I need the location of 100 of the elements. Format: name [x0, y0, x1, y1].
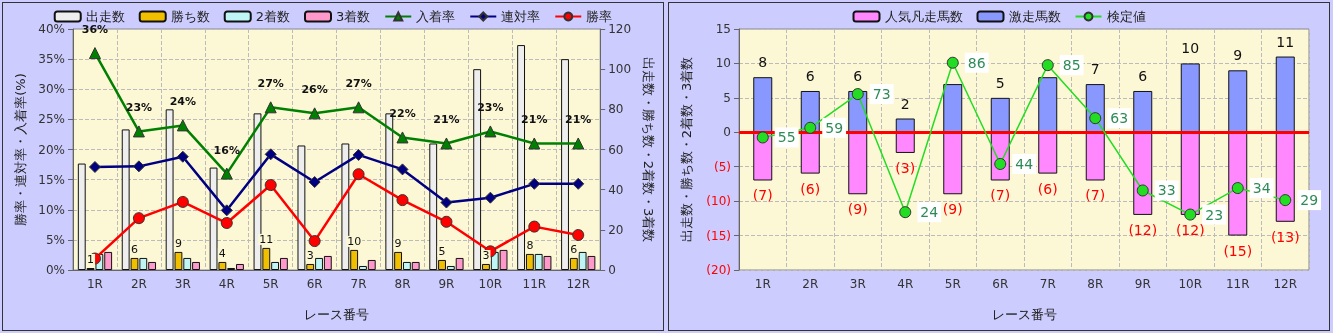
point [946, 56, 959, 69]
x-tick-label: 9R [438, 277, 455, 291]
data-label: 26% [301, 83, 328, 97]
data-label: 85 [1062, 57, 1081, 74]
point [572, 229, 585, 242]
data-label: 23% [125, 101, 153, 115]
x-tick-label: 4R [897, 277, 914, 291]
point [899, 206, 912, 219]
point [440, 196, 453, 209]
x-tick-label: 2R [130, 277, 147, 291]
point [308, 235, 321, 248]
legend-label: 出走数 [85, 9, 125, 24]
x-tick-label: 4R [218, 277, 235, 291]
legend-label: 検定値 [1106, 9, 1146, 24]
legend-label: 人気凡走馬数 [884, 9, 963, 24]
data-label: 9 [174, 236, 182, 250]
y-tick-label: 15% [38, 172, 65, 187]
data-label: 11 [1276, 33, 1295, 50]
point [756, 131, 769, 144]
y-tick-label: 40% [38, 22, 65, 36]
x-tick-label: 2R [802, 277, 819, 291]
data-label: 27% [345, 77, 372, 91]
data-label: 10 [347, 234, 362, 248]
bar [1133, 90, 1153, 133]
y-tick-label: 5 [723, 90, 731, 105]
point [1089, 112, 1102, 125]
data-label: 6 [1138, 67, 1148, 84]
data-label: (13) [1270, 228, 1300, 245]
data-label: 5 [438, 244, 446, 258]
bar [800, 132, 820, 174]
x-tick-label: 10R [1178, 277, 1203, 291]
y-tick-label: 15 [715, 22, 731, 36]
data-label: 36% [81, 23, 109, 37]
point [440, 215, 453, 228]
x-tick-label: 5R [944, 277, 961, 291]
point [220, 217, 233, 229]
data-label: 33 [1157, 182, 1176, 199]
point [132, 125, 145, 138]
point [308, 176, 321, 189]
data-label: (7) [1085, 187, 1106, 204]
bar [1275, 56, 1295, 133]
data-label: 73 [872, 86, 891, 103]
data-label: 4 [218, 246, 226, 260]
x-axis-title: レース番号 [991, 307, 1057, 322]
x-tick-label: 11R [1225, 277, 1250, 291]
data-label: 6 [570, 242, 578, 256]
point [264, 148, 277, 161]
x-tick-label: 3R [849, 277, 866, 291]
x-tick-label: 1R [754, 277, 771, 291]
point [572, 177, 585, 190]
data-label: 9 [1233, 47, 1243, 64]
point [352, 101, 365, 114]
point [176, 195, 189, 208]
point [851, 88, 864, 101]
y2-tick-label: 100 [608, 62, 632, 77]
x-tick-label: 1R [86, 277, 103, 291]
data-label: (3) [895, 159, 916, 176]
y2-tick-label: 0 [608, 263, 616, 277]
x-tick-label: 10R [478, 277, 503, 291]
point [484, 191, 497, 204]
bar [1038, 77, 1058, 133]
bar [895, 118, 915, 133]
point [352, 148, 365, 161]
data-label: 24% [169, 95, 196, 109]
y-tick-label: 0% [45, 263, 65, 277]
point [132, 160, 145, 173]
data-label: (12) [1175, 221, 1205, 238]
data-label: 24 [920, 204, 939, 221]
data-label: 3 [306, 248, 314, 262]
y2-tick-label: 20 [608, 222, 624, 237]
y2-axis-title: 出走数・勝ち数・2着数・3着数 [641, 56, 656, 243]
point [528, 137, 541, 150]
data-label: 8 [758, 54, 768, 71]
data-label: 9 [394, 236, 402, 250]
legend-label: 勝ち数 [170, 9, 210, 24]
point [1231, 182, 1244, 195]
point [88, 160, 101, 173]
y2-tick-label: 120 [608, 22, 632, 36]
y-tick-label: 20% [38, 142, 65, 157]
point [804, 121, 817, 134]
y-tick-label: (10) [706, 194, 731, 209]
legend-label: 入着率 [416, 9, 456, 24]
point [484, 125, 497, 138]
bar [1180, 63, 1200, 133]
y-tick-label: 10 [715, 56, 731, 71]
y-axis-title: 出走数・勝ち数・2着数・3着数 [679, 56, 694, 243]
y-tick-label: (5) [714, 159, 731, 174]
data-label: 7 [1090, 61, 1100, 78]
data-label: 10 [1181, 40, 1200, 57]
data-label: (7) [752, 187, 773, 204]
point [220, 204, 233, 217]
data-label: (6) [1037, 180, 1058, 197]
point [396, 163, 409, 176]
data-label: 6 [853, 67, 863, 84]
data-label: 3 [482, 248, 490, 262]
point [176, 119, 189, 132]
data-label: 86 [967, 54, 986, 71]
bar [943, 84, 963, 133]
x-tick-label: 8R [1087, 277, 1104, 291]
data-label: 44 [1015, 155, 1034, 172]
